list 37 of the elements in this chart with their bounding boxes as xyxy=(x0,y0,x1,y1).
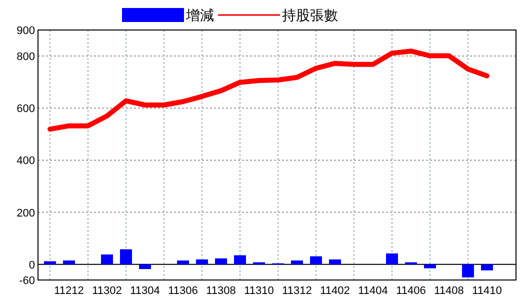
x-tick-label: 11306 xyxy=(168,285,198,297)
bar xyxy=(63,260,75,264)
bar xyxy=(291,260,303,264)
x-tick-label: 11312 xyxy=(282,285,312,297)
bar xyxy=(234,255,246,264)
legend-label: 持股張數 xyxy=(282,8,338,24)
x-tick-label: 11310 xyxy=(244,285,274,297)
y-tick-label: -60 xyxy=(19,275,35,287)
bar xyxy=(481,264,493,270)
bar xyxy=(424,264,436,268)
y-tick-label: 600 xyxy=(16,103,35,116)
x-tick-label: 11308 xyxy=(206,285,236,297)
x-tick-label: 11212 xyxy=(54,285,84,297)
y-tick-label: 800 xyxy=(16,51,35,64)
bar xyxy=(215,258,227,264)
x-tick-label: 11404 xyxy=(358,285,388,297)
x-tick-label: 11406 xyxy=(396,285,426,297)
bar xyxy=(120,249,132,264)
bar xyxy=(462,264,474,278)
x-tick-label: 11410 xyxy=(472,285,502,297)
bar xyxy=(386,253,398,264)
bar xyxy=(329,259,341,264)
bar xyxy=(101,254,113,264)
legend-label: 增減 xyxy=(185,8,214,24)
y-tick-label: 400 xyxy=(16,155,35,168)
x-tick-label: 11408 xyxy=(434,285,464,297)
y-tick-label: 0 xyxy=(28,259,35,272)
x-tick-label: 11402 xyxy=(320,285,350,297)
y-tick-label: 200 xyxy=(16,207,35,220)
bar xyxy=(177,260,189,264)
bar xyxy=(310,256,322,264)
bar xyxy=(139,264,151,270)
bar xyxy=(196,259,208,264)
y-tick-label: 900 xyxy=(16,25,35,37)
bar xyxy=(44,261,56,264)
x-tick-label: 11302 xyxy=(92,285,122,297)
x-tick-label: 11304 xyxy=(130,285,160,297)
